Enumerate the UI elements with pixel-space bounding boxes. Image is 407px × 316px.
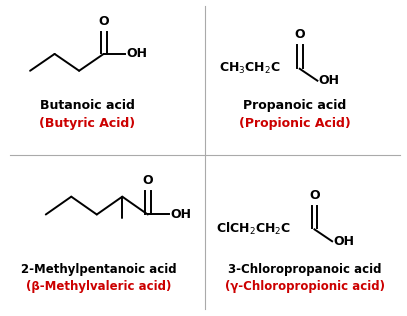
Text: OH: OH: [333, 235, 354, 248]
Text: CH$_3$CH$_2$C: CH$_3$CH$_2$C: [219, 61, 281, 76]
Text: O: O: [294, 28, 305, 41]
Text: OH: OH: [170, 208, 191, 221]
Text: OH: OH: [126, 47, 147, 60]
Text: (β-Methylvaleric acid): (β-Methylvaleric acid): [26, 280, 171, 293]
Text: 3-Chloropropanoic acid: 3-Chloropropanoic acid: [228, 263, 381, 276]
Text: (Propionic Acid): (Propionic Acid): [239, 117, 351, 130]
Text: Butanoic acid: Butanoic acid: [39, 99, 134, 112]
Text: Propanoic acid: Propanoic acid: [243, 99, 346, 112]
Text: (Butyric Acid): (Butyric Acid): [39, 117, 135, 130]
Text: O: O: [309, 189, 320, 202]
Text: O: O: [98, 15, 109, 28]
Text: 2-Methylpentanoic acid: 2-Methylpentanoic acid: [21, 263, 177, 276]
Text: OH: OH: [318, 74, 339, 87]
Text: O: O: [142, 174, 153, 187]
Text: ClCH$_2$CH$_2$C: ClCH$_2$CH$_2$C: [217, 221, 291, 237]
Text: (γ-Chloropropionic acid): (γ-Chloropropionic acid): [225, 280, 385, 293]
